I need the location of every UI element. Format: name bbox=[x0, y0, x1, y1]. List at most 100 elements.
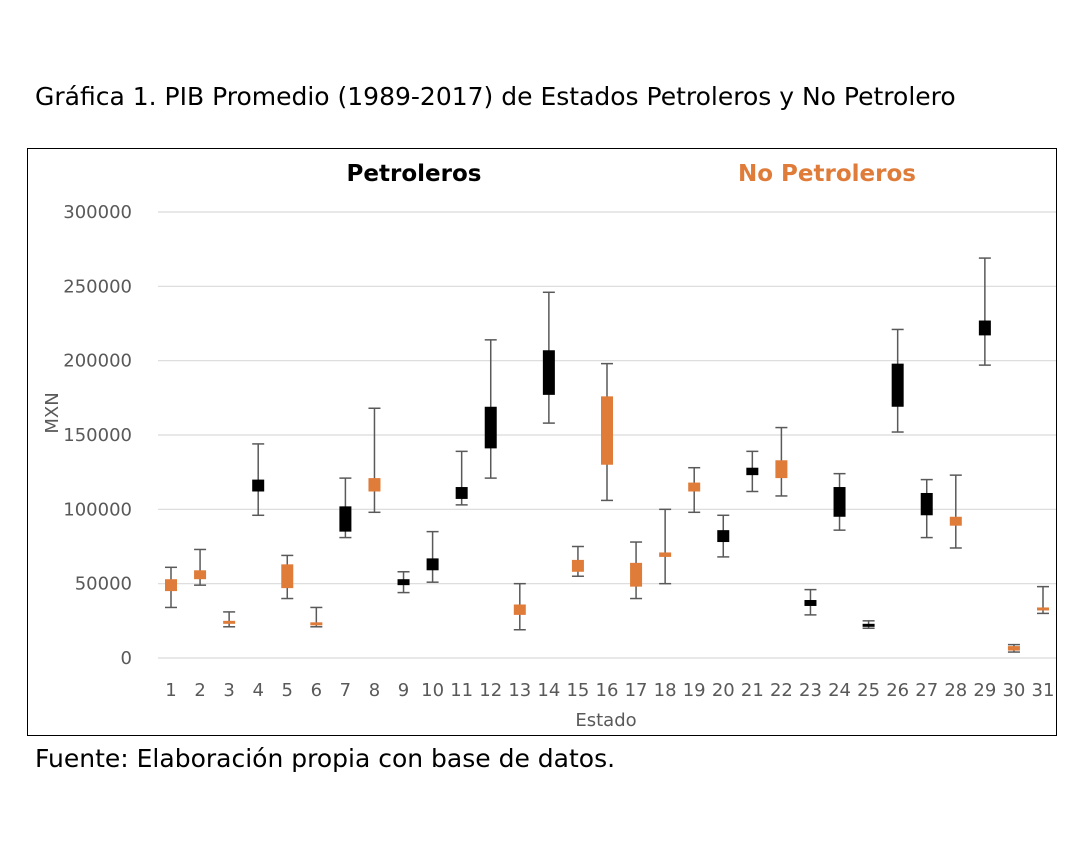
box-no_petroleros bbox=[513, 604, 526, 615]
x-tick-label: 6 bbox=[311, 680, 322, 701]
box-plot-item bbox=[339, 477, 352, 539]
x-tick-label: 24 bbox=[828, 680, 851, 701]
y-tick-label: 0 bbox=[121, 648, 132, 669]
legend-no-petroleros: No Petroleros bbox=[738, 161, 916, 187]
x-tick-label: 11 bbox=[450, 680, 473, 701]
box-no_petroleros bbox=[775, 460, 788, 479]
x-tick-label: 7 bbox=[340, 680, 351, 701]
box-petroleros bbox=[804, 600, 817, 606]
x-tick-label: 4 bbox=[252, 680, 263, 701]
box-plot-item bbox=[1037, 585, 1049, 615]
box-no_petroleros bbox=[165, 579, 177, 592]
box-plot-item bbox=[659, 508, 672, 585]
x-axis-title: Estado bbox=[575, 710, 636, 731]
figure-caption: Gráfica 1. PIB Promedio (1989-2017) de E… bbox=[35, 82, 956, 111]
box-plot-item bbox=[252, 443, 265, 517]
box-no_petroleros bbox=[194, 570, 207, 580]
chart-frame bbox=[27, 148, 1057, 736]
y-axis-ticks: 0 50000 100000 150000 200000 250000 300000 bbox=[63, 202, 132, 669]
box-petroleros bbox=[455, 487, 468, 499]
x-tick-label: 27 bbox=[915, 680, 938, 701]
x-tick-label: 19 bbox=[683, 680, 706, 701]
box-no_petroleros bbox=[601, 396, 613, 465]
y-tick-label: 100000 bbox=[63, 499, 132, 520]
box-plot-item bbox=[601, 362, 613, 502]
box-no_petroleros bbox=[949, 516, 962, 526]
x-tick-label: 20 bbox=[712, 680, 735, 701]
box-plot-item bbox=[833, 472, 846, 531]
box-plot-item bbox=[397, 571, 410, 594]
x-tick-label: 21 bbox=[741, 680, 764, 701]
box-plot-item bbox=[426, 530, 439, 583]
box-plot-item bbox=[717, 514, 730, 558]
box-plot-item bbox=[978, 257, 991, 366]
x-tick-label: 26 bbox=[886, 680, 909, 701]
box-plot-item bbox=[571, 545, 584, 577]
box-plot-item bbox=[775, 426, 788, 497]
box-no_petroleros bbox=[310, 622, 323, 626]
box-plot-item bbox=[630, 541, 643, 600]
x-tick-label: 31 bbox=[1032, 680, 1055, 701]
x-tick-label: 10 bbox=[421, 680, 444, 701]
box-petroleros bbox=[542, 350, 555, 395]
x-axis-ticks: 1 2 3 4 5 6 7 8 9 10 11 12 13 14 15 16 17 18 19 20 21 22 23 24 2… bbox=[165, 680, 1054, 701]
x-tick-label: 14 bbox=[537, 680, 560, 701]
x-tick-label: 12 bbox=[479, 680, 502, 701]
box-petroleros bbox=[484, 406, 497, 449]
x-tick-label: 3 bbox=[223, 680, 234, 701]
x-tick-label: 25 bbox=[857, 680, 880, 701]
box-petroleros bbox=[833, 487, 846, 517]
y-tick-label: 250000 bbox=[63, 276, 132, 297]
x-tick-label: 5 bbox=[282, 680, 293, 701]
box-petroleros bbox=[862, 623, 875, 627]
box-petroleros bbox=[717, 530, 730, 543]
box-petroleros bbox=[339, 506, 352, 532]
y-axis-title: MXN bbox=[42, 392, 63, 433]
box-plot-item bbox=[310, 606, 323, 628]
box-petroleros bbox=[746, 467, 759, 476]
x-tick-label: 17 bbox=[625, 680, 648, 701]
box-petroleros bbox=[978, 320, 991, 336]
x-tick-label: 23 bbox=[799, 680, 822, 701]
box-series bbox=[165, 257, 1049, 653]
figure-source: Fuente: Elaboración propia con base de d… bbox=[35, 744, 616, 773]
y-tick-label: 200000 bbox=[63, 351, 132, 372]
box-petroleros bbox=[891, 363, 904, 407]
y-tick-label: 150000 bbox=[63, 425, 132, 446]
box-plot-item bbox=[920, 478, 933, 539]
x-tick-label: 1 bbox=[165, 680, 176, 701]
box-plot-item bbox=[513, 582, 526, 631]
x-tick-label: 15 bbox=[566, 680, 589, 701]
box-no_petroleros bbox=[281, 564, 294, 589]
box-no_petroleros bbox=[688, 482, 701, 492]
y-tick-label: 300000 bbox=[63, 202, 132, 223]
box-no_petroleros bbox=[368, 478, 381, 492]
legend-petroleros: Petroleros bbox=[347, 161, 482, 187]
box-no_petroleros bbox=[1007, 646, 1020, 651]
box-plot-item bbox=[746, 450, 759, 493]
box-no_petroleros bbox=[223, 620, 236, 624]
box-plot-item bbox=[194, 548, 207, 586]
x-tick-label: 9 bbox=[398, 680, 409, 701]
box-petroleros bbox=[920, 492, 933, 516]
box-plot-item bbox=[862, 620, 875, 630]
box-no_petroleros bbox=[1037, 607, 1049, 611]
x-tick-label: 2 bbox=[194, 680, 205, 701]
box-petroleros bbox=[397, 579, 410, 586]
box-plot-item bbox=[223, 611, 236, 628]
x-tick-label: 18 bbox=[654, 680, 677, 701]
y-tick-label: 50000 bbox=[75, 574, 132, 595]
box-plot-item bbox=[804, 588, 817, 616]
box-plot-item bbox=[165, 566, 177, 609]
x-tick-label: 29 bbox=[973, 680, 996, 701]
box-plot-item bbox=[484, 339, 497, 479]
x-tick-label: 28 bbox=[944, 680, 967, 701]
grid-lines bbox=[158, 211, 1056, 659]
x-tick-label: 16 bbox=[596, 680, 619, 701]
box-plot-item bbox=[368, 407, 381, 514]
x-tick-label: 13 bbox=[508, 680, 531, 701]
box-plot-item bbox=[949, 474, 962, 549]
box-plot-item bbox=[281, 554, 294, 600]
box-petroleros bbox=[252, 479, 265, 492]
